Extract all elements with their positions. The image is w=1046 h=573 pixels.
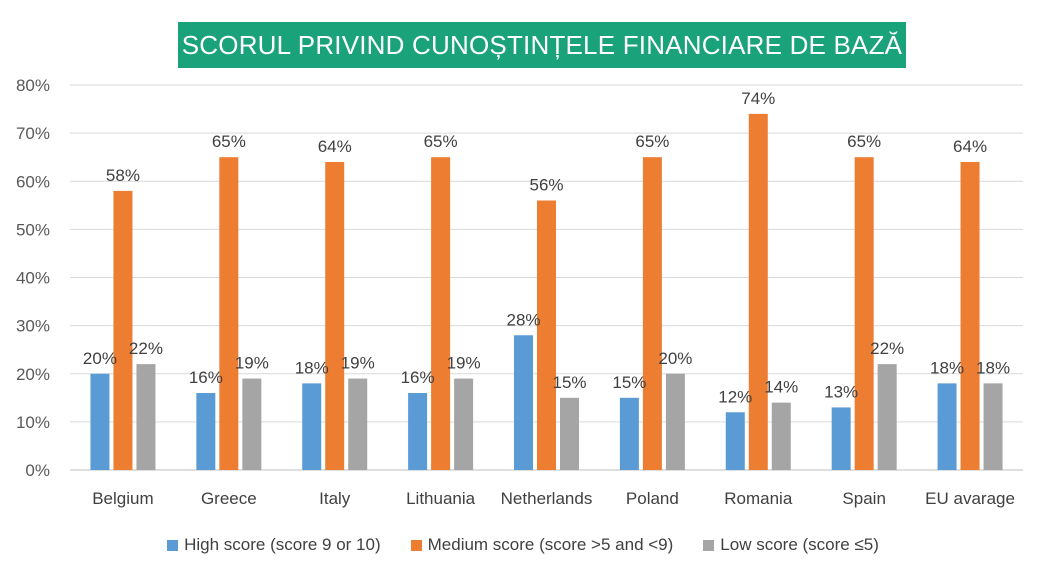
- data-label: 65%: [847, 132, 881, 151]
- legend-item: High score (score 9 or 10): [167, 535, 381, 555]
- data-label: 22%: [870, 339, 904, 358]
- y-tick-label: 80%: [16, 76, 50, 95]
- x-category-label: Romania: [724, 489, 793, 508]
- data-label: 15%: [552, 373, 586, 392]
- bar: [514, 335, 533, 470]
- bar: [771, 402, 791, 470]
- data-label: 13%: [824, 382, 858, 401]
- data-label: 20%: [83, 349, 117, 368]
- legend-item: Low score (score ≤5): [703, 535, 879, 555]
- legend-swatch: [167, 539, 179, 551]
- bar: [302, 383, 322, 470]
- bar: [113, 190, 133, 470]
- x-category-label: Lithuania: [406, 489, 476, 508]
- bar: [665, 373, 685, 470]
- data-label: 64%: [953, 137, 987, 156]
- y-tick-label: 10%: [16, 413, 50, 432]
- bar: [219, 157, 239, 470]
- y-tick-label: 0%: [25, 461, 50, 480]
- bar: [619, 397, 639, 470]
- data-labels: 20% 58% 22% 16% 65% 19% 18% 64% 19% 16% 65% 19% 28% 5…: [83, 89, 1010, 406]
- data-label: 15%: [612, 373, 646, 392]
- bar: [408, 393, 428, 470]
- x-category-label: Belgium: [92, 489, 153, 508]
- data-label: 19%: [235, 354, 269, 373]
- bar: [454, 378, 474, 470]
- bar: [642, 157, 662, 470]
- bar: [348, 378, 368, 470]
- y-tick-label: 70%: [16, 124, 50, 143]
- data-label: 22%: [129, 339, 163, 358]
- bar: [560, 397, 579, 470]
- y-tick-label: 40%: [16, 269, 50, 288]
- x-axis-categories: Belgium Greece Italy Lithuania Netherlands Po…: [92, 489, 1015, 508]
- bar: [431, 157, 451, 470]
- bar: [831, 407, 851, 470]
- data-label: 28%: [506, 310, 540, 329]
- x-category-label: Greece: [201, 489, 257, 508]
- bar: [877, 364, 897, 470]
- x-category-label: Poland: [626, 489, 679, 508]
- legend-label: Low score (score ≤5): [720, 535, 879, 554]
- y-tick-label: 30%: [16, 317, 50, 336]
- x-category-label: Spain: [842, 489, 885, 508]
- bar: [960, 162, 980, 470]
- bar: [537, 200, 556, 470]
- data-label: 16%: [401, 368, 435, 387]
- data-label: 12%: [718, 387, 752, 406]
- legend-item: Medium score (score >5 and <9): [410, 535, 674, 555]
- y-axis-ticks: 0% 10% 20% 30% 40% 50% 60% 70% 80%: [16, 76, 50, 480]
- legend-swatch: [703, 539, 715, 551]
- data-label: 58%: [106, 166, 140, 185]
- data-label: 18%: [930, 358, 964, 377]
- data-label: 65%: [212, 132, 246, 151]
- x-category-label: Italy: [319, 489, 351, 508]
- chart-title: SCORUL PRIVIND CUNOȘTINȚELE FINANCIARE D…: [178, 22, 906, 68]
- data-label: 65%: [635, 132, 669, 151]
- y-tick-label: 60%: [16, 172, 50, 191]
- data-label: 56%: [529, 176, 563, 195]
- bar-chart: 0% 10% 20% 30% 40% 50% 60% 70% 80% 20% 58% 22% 16% 6…: [16, 76, 1023, 508]
- bar: [983, 383, 1003, 470]
- data-label: 20%: [658, 349, 692, 368]
- data-label: 14%: [764, 378, 798, 397]
- y-tick-label: 50%: [16, 220, 50, 239]
- data-label: 19%: [447, 354, 481, 373]
- bars: [90, 113, 1003, 470]
- legend: High score (score 9 or 10) Medium score (…: [0, 532, 1046, 558]
- bar: [937, 383, 957, 470]
- data-label: 19%: [341, 354, 375, 373]
- bar: [90, 373, 110, 470]
- bar: [854, 157, 874, 470]
- x-category-label: Netherlands: [501, 489, 593, 508]
- bar: [196, 393, 216, 470]
- legend-label: High score (score 9 or 10): [184, 535, 381, 554]
- data-label: 16%: [189, 368, 223, 387]
- bar: [725, 412, 745, 470]
- x-category-label: EU avarage: [925, 489, 1015, 508]
- data-label: 64%: [318, 137, 352, 156]
- legend-label: Medium score (score >5 and <9): [427, 535, 674, 554]
- bar: [242, 378, 262, 470]
- bar: [325, 162, 345, 470]
- bar: [748, 113, 768, 470]
- y-tick-label: 20%: [16, 365, 50, 384]
- data-label: 74%: [741, 89, 775, 108]
- legend-swatch: [410, 539, 422, 551]
- data-label: 18%: [976, 358, 1010, 377]
- data-label: 65%: [424, 132, 458, 151]
- data-label: 18%: [295, 358, 329, 377]
- bar: [136, 364, 156, 470]
